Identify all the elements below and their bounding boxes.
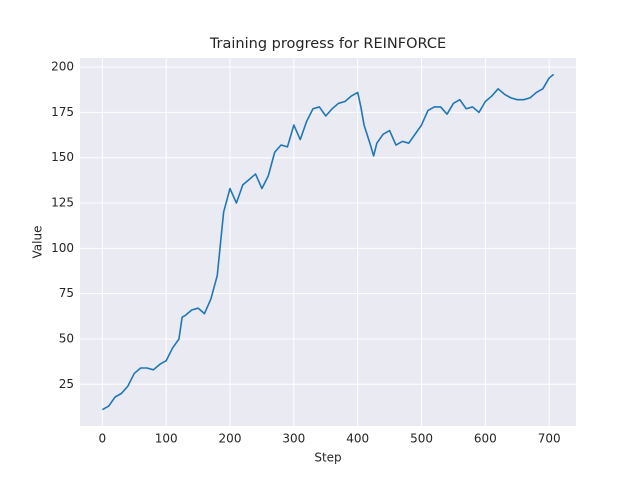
y-axis-label: Value <box>31 226 45 259</box>
chart-title: Training progress for REINFORCE <box>209 36 446 52</box>
plot-area <box>80 58 576 426</box>
y-tick-label: 25 <box>59 377 74 391</box>
x-tick-label: 600 <box>474 432 497 446</box>
x-tick-label: 100 <box>155 432 178 446</box>
x-tick-label: 500 <box>410 432 433 446</box>
x-tick-label: 300 <box>282 432 305 446</box>
data-line <box>101 73 555 411</box>
x-tick-label: 200 <box>219 432 242 446</box>
x-tick-label: 0 <box>99 432 107 446</box>
x-tick-label: 400 <box>346 432 369 446</box>
y-tick-label: 75 <box>59 286 74 300</box>
x-axis-label: Step <box>314 451 341 465</box>
y-tick-label: 50 <box>59 331 74 345</box>
y-tick-label: 150 <box>51 150 74 164</box>
x-tick-label: 700 <box>538 432 561 446</box>
y-tick-label: 175 <box>51 105 74 119</box>
y-tick-label: 125 <box>51 196 74 210</box>
y-tick-label: 100 <box>51 241 74 255</box>
y-tick-label: 200 <box>51 60 74 74</box>
